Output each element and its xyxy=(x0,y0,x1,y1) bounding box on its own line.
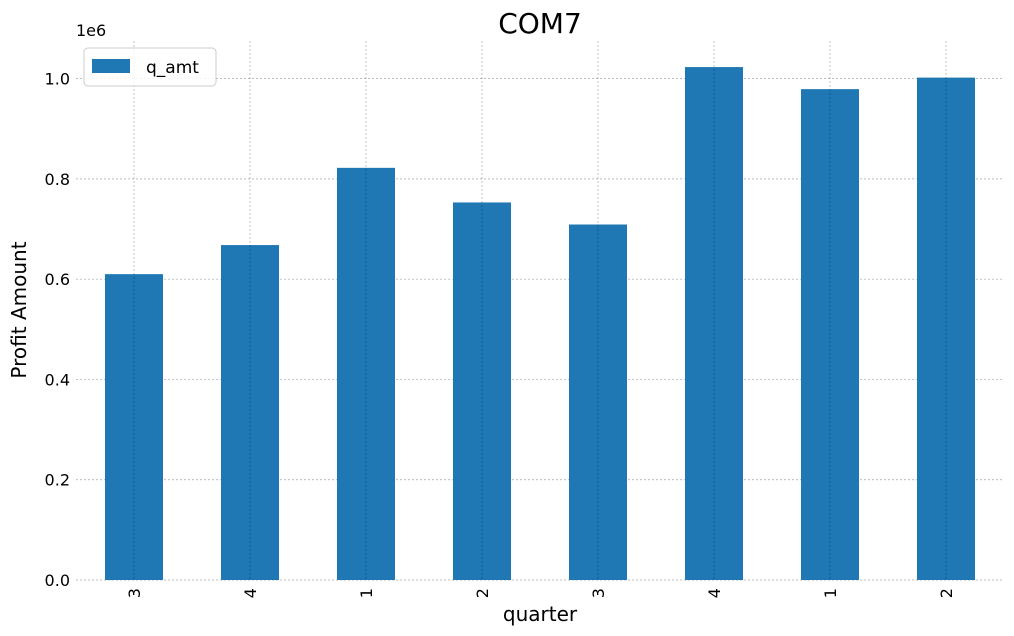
legend-swatch xyxy=(92,59,130,73)
y-tick-label: 0.8 xyxy=(45,170,70,189)
y-tick-labels: 0.0 0.2 0.4 0.6 0.8 1.0 xyxy=(45,70,70,590)
x-tick-label: 3 xyxy=(589,588,608,598)
x-tick-label: 4 xyxy=(705,588,724,598)
grid-lines xyxy=(76,78,1004,581)
x-tick-label: 2 xyxy=(473,588,492,598)
chart-title: COM7 xyxy=(498,7,582,40)
y-axis-scale-label: 1e6 xyxy=(76,21,106,40)
bar xyxy=(453,202,511,581)
vertical-grid-lines xyxy=(133,41,947,580)
bar xyxy=(105,274,163,580)
x-tick-label: 2 xyxy=(937,588,956,598)
y-axis-label: Profit Amount xyxy=(7,241,31,378)
bar xyxy=(337,167,395,580)
legend-frame xyxy=(83,47,217,87)
x-tick-labels: 3 4 1 2 3 4 1 2 xyxy=(125,588,956,598)
bar xyxy=(917,77,975,580)
bar xyxy=(801,89,859,580)
y-tick-label: 0.2 xyxy=(45,471,70,490)
bar xyxy=(221,245,279,580)
y-tick-label: 0.6 xyxy=(45,270,70,289)
legend-label: q_amt xyxy=(146,58,199,78)
x-tick-label: 3 xyxy=(125,588,144,598)
bar xyxy=(569,224,627,581)
x-axis-label: quarter xyxy=(503,602,578,626)
x-tick-label: 4 xyxy=(241,588,260,598)
y-tick-label: 0.4 xyxy=(45,370,70,389)
bars-layer xyxy=(105,67,975,581)
legend: q_amt xyxy=(83,47,217,87)
y-tick-label: 1.0 xyxy=(45,70,70,89)
bar xyxy=(685,67,743,580)
y-tick-label: 0.0 xyxy=(45,571,70,590)
x-tick-label: 1 xyxy=(357,588,376,598)
x-tick-label: 1 xyxy=(821,588,840,598)
